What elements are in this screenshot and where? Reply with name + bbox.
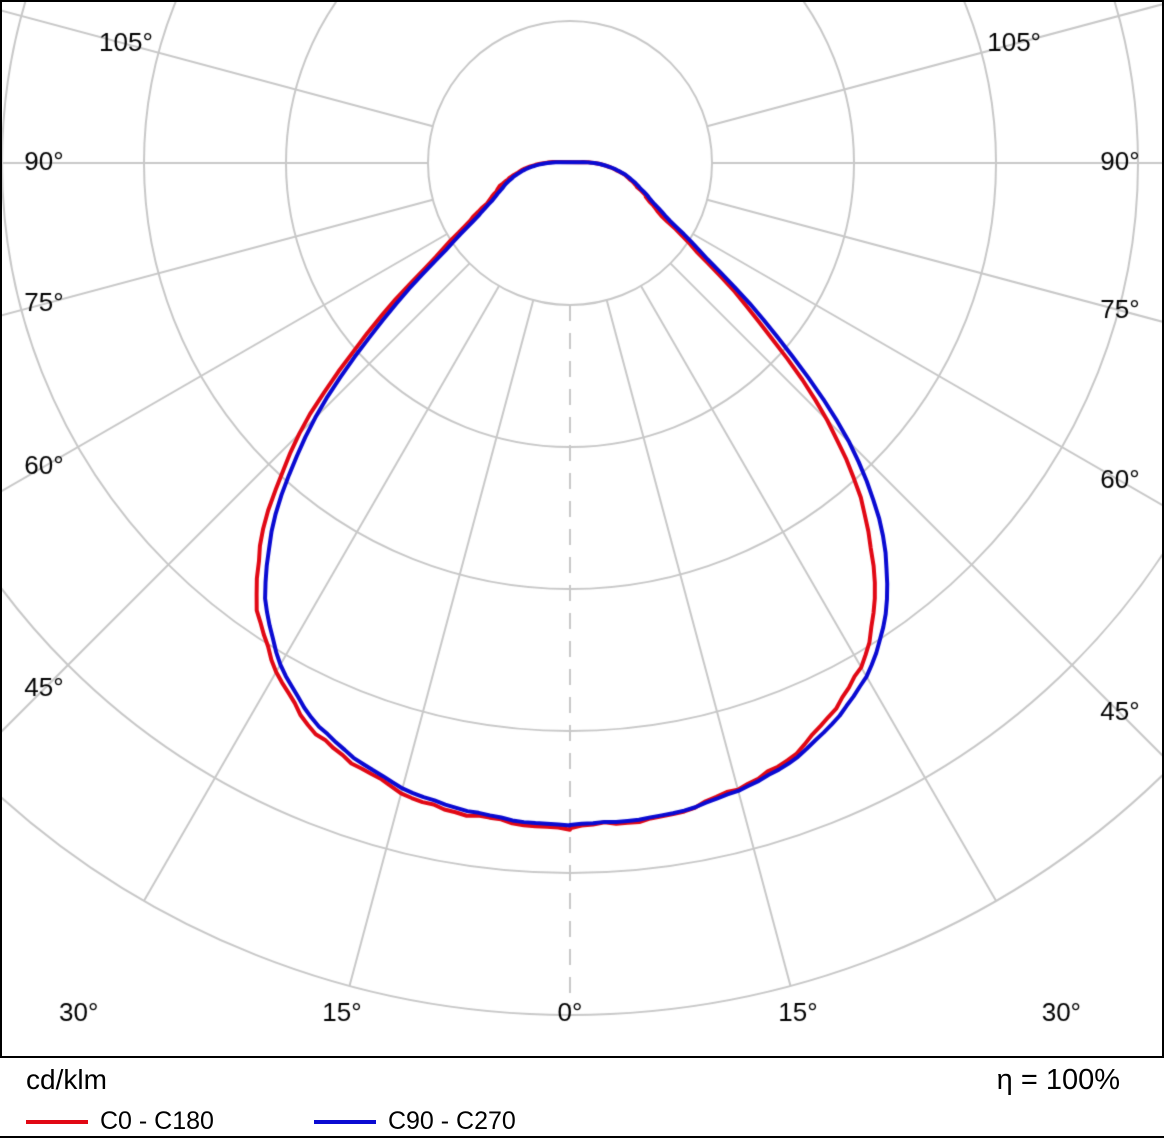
- red-line-swatch: [26, 1119, 88, 1124]
- chart-footer: cd/klm η = 100% C0 - C180 C90 - C270: [0, 1058, 1164, 1138]
- blue-line-swatch: [313, 1119, 376, 1124]
- polar-intensity-chart: [2, 2, 1162, 1056]
- footer-row: cd/klm η = 100%: [0, 1058, 1164, 1097]
- legend-item-c0-c180: C0 - C180: [26, 1107, 214, 1136]
- polar-chart-frame: [0, 0, 1164, 1058]
- legend: C0 - C180 C90 - C270: [0, 1097, 1164, 1136]
- legend-item-c90-c270: C90 - C270: [313, 1107, 516, 1136]
- legend-label-c0-c180: C0 - C180: [100, 1107, 214, 1135]
- legend-label-c90-c270: C90 - C270: [387, 1107, 516, 1135]
- efficiency-label: η = 100%: [996, 1064, 1120, 1096]
- unit-label: cd/klm: [26, 1064, 107, 1095]
